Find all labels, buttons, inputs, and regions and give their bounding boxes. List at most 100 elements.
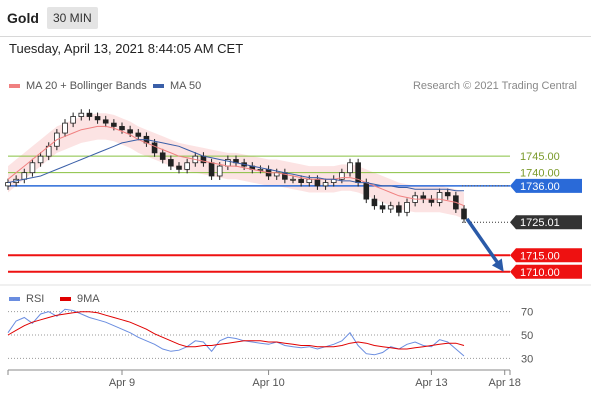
candle-body [78, 112, 85, 117]
candle [404, 198, 410, 217]
candle-body [347, 162, 353, 174]
candle-body [21, 172, 28, 180]
legend-rsi-label: RSI [26, 293, 45, 305]
candle-body [62, 122, 68, 134]
candle-body [371, 198, 378, 207]
candle [461, 205, 467, 223]
candle-body [119, 126, 125, 131]
candle [78, 109, 85, 121]
candle-body [168, 159, 174, 167]
rsi-tick-label: 50 [521, 330, 533, 342]
legend-ma20: MA 20 + Bollinger Bands [9, 80, 147, 92]
candle-body [94, 116, 101, 121]
chart-header: Gold 30 MIN [0, 0, 591, 37]
candle [62, 119, 68, 137]
candle-body [102, 119, 109, 124]
candle-body [404, 202, 410, 213]
candle-body [314, 178, 321, 187]
x-tick-label: Apr 13 [415, 377, 447, 389]
candle [379, 201, 386, 213]
candle [168, 155, 174, 171]
ma20-line [7, 125, 465, 207]
candle-body [290, 178, 296, 181]
datetime-label: Tuesday, April 13, 2021 8:44:05 AM CET [9, 41, 244, 56]
candle-body [111, 122, 117, 127]
candle-body [184, 162, 190, 170]
rsi-tick-label: 30 [521, 353, 533, 365]
candle [216, 162, 223, 180]
candle [184, 158, 190, 174]
candle [257, 165, 264, 174]
candle-body [436, 192, 443, 203]
candle-body [322, 182, 329, 187]
candle [347, 158, 353, 177]
candle-body [444, 192, 451, 197]
legend-ma50-label: MA 50 [170, 80, 202, 92]
candle-body [70, 116, 76, 124]
legend-ma20-swatch [9, 84, 20, 88]
candle-body [257, 168, 264, 171]
rsi-tick-label: 70 [521, 307, 533, 319]
level-label-3: 1725.01 [520, 217, 560, 229]
candle [70, 112, 76, 128]
rsi-9ma-line [7, 311, 465, 350]
candle [29, 158, 36, 177]
rsi-line [7, 308, 465, 357]
candle-body [216, 165, 223, 177]
candle [94, 112, 101, 124]
legend-ma50-swatch [153, 84, 164, 88]
candle [86, 109, 93, 121]
candle-body [387, 205, 394, 210]
candle [37, 152, 44, 167]
candle-body [396, 205, 402, 213]
candle [290, 175, 296, 184]
candle [159, 148, 166, 164]
candle-body [208, 162, 215, 177]
candle-body [151, 142, 158, 154]
instrument-title: Gold [7, 10, 39, 26]
candle-body [339, 172, 345, 180]
candle-body [298, 178, 304, 183]
forecast-arrow-line [465, 217, 502, 267]
candle [436, 188, 443, 207]
candle-body [379, 205, 386, 210]
level-tag-2 [510, 178, 582, 193]
level-label-2: 1736.00 [520, 181, 560, 193]
level-label-5: 1710.00 [520, 267, 560, 279]
candle [387, 201, 394, 213]
candle [322, 178, 329, 190]
legend-9ma-label: 9MA [77, 293, 100, 305]
level-tag-5 [510, 264, 582, 279]
level-label-0: 1745.00 [520, 151, 560, 163]
legend-rsi-swatch [9, 297, 20, 301]
candle [176, 162, 182, 174]
legend-ma50: MA 50 [153, 80, 201, 92]
candle-body [86, 112, 93, 117]
candle-body [428, 198, 435, 203]
candle-body [176, 165, 182, 170]
candle-body [159, 152, 166, 160]
legend-9ma: 9MA [60, 293, 100, 305]
legend-9ma-swatch [60, 297, 71, 301]
x-tick-label: Apr 18 [489, 377, 521, 389]
candle-body [363, 182, 370, 200]
candle [371, 195, 378, 210]
x-tick-label: Apr 10 [252, 377, 284, 389]
interval-button[interactable]: 30 MIN [47, 7, 98, 29]
copyright-text: Research © 2021 Trading Central [412, 80, 577, 92]
candle-body [29, 162, 36, 174]
candle-body [461, 208, 467, 220]
legend-ma20-label: MA 20 + Bollinger Bands [26, 80, 147, 92]
candle-body [135, 132, 142, 137]
ma50-line [7, 139, 464, 192]
candle [102, 115, 109, 128]
candle-body [127, 129, 133, 134]
x-tick-label: Apr 9 [109, 377, 135, 389]
level-label-4: 1715.00 [520, 250, 560, 262]
candle-body [5, 182, 11, 187]
level-label-1: 1740.00 [520, 168, 560, 180]
candle [396, 201, 402, 217]
candle [151, 138, 158, 157]
forecast-arrow-head [491, 258, 504, 272]
